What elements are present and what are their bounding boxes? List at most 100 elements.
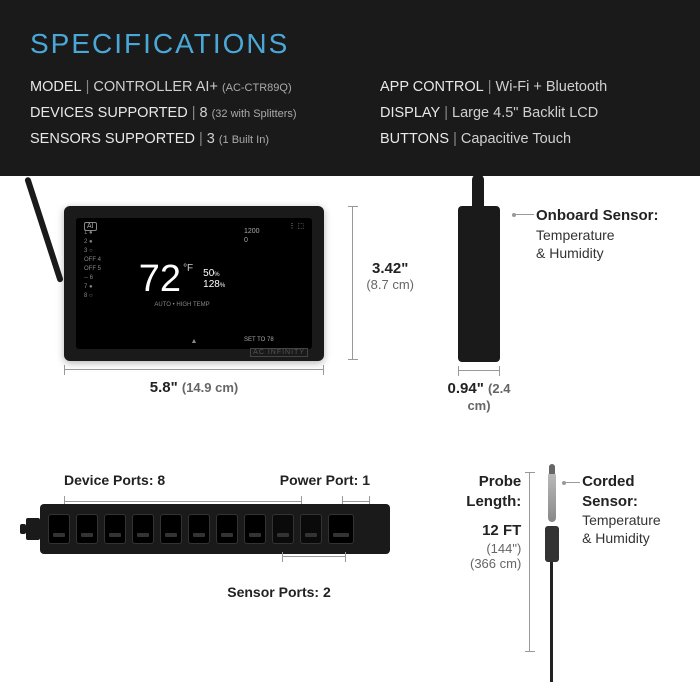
corded-sensor-label: Corded Sensor: Temperature & Humidity [582,472,672,672]
port-indicator: -- 6 [84,275,120,281]
spec-value: 8 [200,105,208,121]
probe-value: 12 FT [440,521,521,541]
spec-value: Wi-Fi + Bluetooth [496,79,608,95]
probe-graphic [537,472,566,672]
spec-grid: MODEL | CONTROLLER AI+ (AC-CTR89Q) DEVIC… [30,74,670,152]
temp-reading: 72°F [139,260,193,298]
spec-title: SPECIFICATIONS [30,28,670,60]
device-port-icon [76,514,98,544]
probe-cm: (366 cm) [440,556,521,571]
bottom-bracket [282,556,346,566]
spec-line: SENSORS SUPPORTED | 3 (1 Built In) [30,126,320,152]
power-port-label: Power Port: 1 [280,472,370,488]
spec-key: DEVICES SUPPORTED [30,105,188,121]
spec-header: SPECIFICATIONS MODEL | CONTROLLER AI+ (A… [0,0,700,176]
spec-line: DEVICES SUPPORTED | 8 (32 with Splitters… [30,100,320,126]
sensor-desc: & Humidity [536,244,659,262]
brand-label: AC INFINITY [250,348,308,357]
bottom-row: Device Ports: 8 Power Port: 1 Sensor Por… [28,472,672,672]
front-view-block: AI ⋮ ⬚ 1 ● 2 ● 3 ○ OFF 4 OFF 5 -- 6 7 ● 8… [28,206,368,396]
knob-icon [26,518,40,540]
screen-right: 1200 0 SET TO 78 [244,224,304,343]
sensor-ports-label: Sensor Ports: 2 [168,584,390,600]
top-row: AI ⋮ ⬚ 1 ● 2 ● 3 ○ OFF 4 OFF 5 -- 6 7 ● 8… [28,206,672,436]
device-port-icon [188,514,210,544]
screen-top-icons: AI ⋮ ⬚ [84,222,304,231]
bracket [342,492,370,502]
temp-unit: °F [183,264,193,274]
dim-value: 0.94" (2.4 cm) [438,380,520,414]
port-labels-top: Device Ports: 8 Power Port: 1 [28,472,390,488]
spec-key: BUTTONS [380,131,449,147]
port-indicator: 2 ● [84,239,120,245]
cord-title: Corded Sensor: [582,472,672,511]
port-indicator: OFF 4 [84,257,120,263]
ai-badge: AI [84,222,97,231]
device-port-icon [216,514,238,544]
device-side [458,206,500,362]
probe-tip-icon [548,472,556,522]
spec-line: DISPLAY | Large 4.5" Backlit LCD [380,100,670,126]
reading: 0 [244,237,304,244]
sensor-port-icon [272,514,294,544]
nav-arrow: ▲ [76,338,312,345]
sensor-desc: Temperature [536,226,659,244]
spec-line: APP CONTROL | Wi-Fi + Bluetooth [380,74,670,100]
spec-key: DISPLAY [380,105,440,121]
top-brackets [64,492,370,502]
screen-ports-list: 1 ● 2 ● 3 ○ OFF 4 OFF 5 -- 6 7 ● 8 ○ [84,224,120,343]
dim-value: 3.42" [366,260,414,277]
power-port-icon [328,514,354,544]
device-front: AI ⋮ ⬚ 1 ● 2 ● 3 ○ OFF 4 OFF 5 -- 6 7 ● 8… [64,206,324,361]
height-bracket [352,206,360,360]
spec-value: CONTROLLER AI+ [93,79,218,95]
spec-key: SENSORS SUPPORTED [30,131,195,147]
probe-title: Probe Length: [440,472,521,511]
side-view-block: 0.94" (2.4 cm) Onboard Sensor: Temperatu… [428,206,668,414]
cord-desc: Temperature [582,511,672,529]
probe-block: Probe Length: 12 FT (144") (366 cm) Cord… [440,472,672,672]
probe-jack-icon [545,526,559,562]
spec-key: MODEL [30,79,82,95]
probe-wire-icon [550,562,553,682]
spec-value: Capacitive Touch [461,131,571,147]
spec-value: 3 [207,131,215,147]
width-dim: 5.8" (14.9 cm) [64,379,324,396]
spec-key: APP CONTROL [380,79,484,95]
antenna-icon [24,177,64,283]
callout-line [514,214,534,215]
spec-note: (AC-CTR89Q) [222,82,292,94]
width-bracket [64,369,324,377]
port-indicator: OFF 5 [84,266,120,272]
depth-dim: 0.94" (2.4 cm) [438,380,520,414]
bracket [64,492,302,502]
port-indicator: 8 ○ [84,293,120,299]
spec-line: MODEL | CONTROLLER AI+ (AC-CTR89Q) [30,74,320,100]
device-port-icon [132,514,154,544]
spec-line: BUTTONS | Capacitive Touch [380,126,670,152]
device-ports-label: Device Ports: 8 [64,472,165,488]
side-antenna-icon [472,174,484,234]
device-port-icon [48,514,70,544]
spec-note: (1 Built In) [219,134,269,146]
humidity-reading: 50% 128% [203,268,225,290]
height-dim: 3.42" (8.7 cm) [366,260,414,292]
diagram-area: AI ⋮ ⬚ 1 ● 2 ● 3 ○ OFF 4 OFF 5 -- 6 7 ● 8… [0,176,700,696]
dim-sub: (8.7 cm) [366,277,414,292]
screen-center: 72°F 50% 128% AUTO • HIGH TEMP [120,224,244,343]
device-port-icon [160,514,182,544]
device-port-icon [244,514,266,544]
spec-col-left: MODEL | CONTROLLER AI+ (AC-CTR89Q) DEVIC… [30,74,320,152]
spec-col-right: APP CONTROL | Wi-Fi + Bluetooth DISPLAY … [380,74,670,152]
dim-value: 5.8" (14.9 cm) [64,379,324,396]
probe-inches: (144") [440,541,521,556]
wifi-icon: ⋮ ⬚ [288,222,304,231]
ports-block: Device Ports: 8 Power Port: 1 Sensor Por… [28,472,390,672]
depth-bracket [458,370,500,378]
onboard-sensor-label: Onboard Sensor: Temperature & Humidity [536,206,659,414]
probe-bracket [529,472,537,652]
spec-note: (32 with Splitters) [212,108,297,120]
sensor-port-icon [300,514,322,544]
probe-length-label: Probe Length: 12 FT (144") (366 cm) [440,472,521,672]
port-indicator: 7 ● [84,284,120,290]
